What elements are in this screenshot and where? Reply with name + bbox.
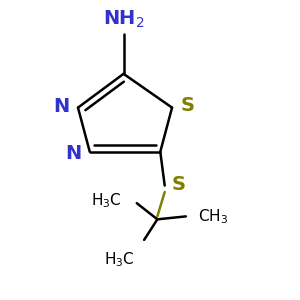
- Text: CH$_3$: CH$_3$: [199, 207, 229, 226]
- Text: S: S: [181, 96, 195, 115]
- Text: H$_3$C: H$_3$C: [104, 250, 134, 269]
- Text: N: N: [53, 97, 70, 116]
- Text: S: S: [171, 176, 185, 194]
- Text: H$_3$C: H$_3$C: [91, 191, 121, 210]
- Text: NH$_2$: NH$_2$: [103, 8, 144, 30]
- Text: N: N: [65, 144, 82, 163]
